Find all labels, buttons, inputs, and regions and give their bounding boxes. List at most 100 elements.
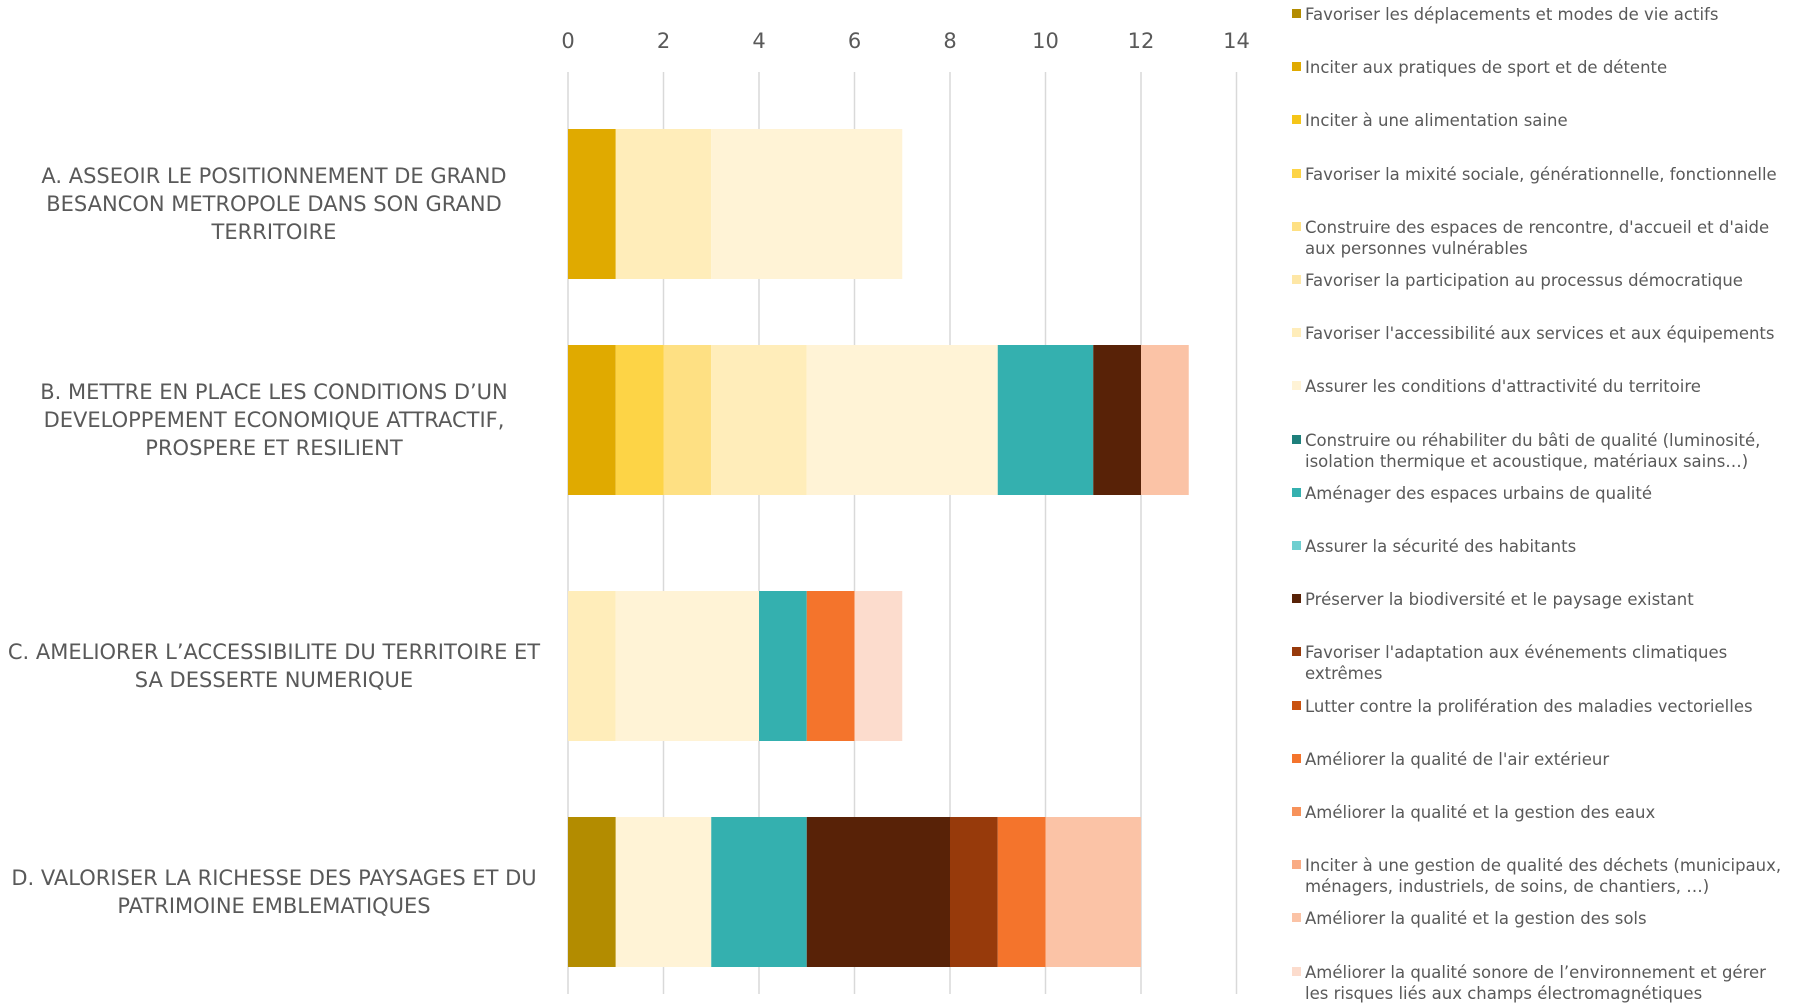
bar-segment (997, 345, 1094, 495)
legend-label-line: Construire ou réhabiliter du bâti de qua… (1305, 430, 1761, 450)
legend-label: Assurer les conditions d'attractivité du… (1292, 376, 1805, 397)
legend-swatch (1292, 541, 1301, 550)
legend-swatch (1292, 807, 1301, 816)
legend-swatch (1292, 9, 1301, 18)
bar-segment (1045, 817, 1141, 967)
legend-item: Améliorer la qualité et la gestion des e… (1292, 802, 1805, 823)
legend-swatch (1292, 434, 1301, 444)
legend-label-line: Améliorer la qualité sonore de l’environ… (1305, 962, 1766, 982)
legend-label-line: Construire des espaces de rencontre, d'a… (1305, 217, 1770, 237)
bar-segment (806, 817, 950, 967)
legend-label: Favoriser la mixité sociale, générationn… (1292, 164, 1805, 185)
legend-item: Inciter à une gestion de qualité des déc… (1292, 855, 1805, 897)
legend-label-line: Favoriser la mixité sociale, générationn… (1305, 164, 1777, 184)
legend-label: Améliorer la qualité et la gestion des e… (1292, 802, 1805, 823)
legend-label-line: Favoriser les déplacements et modes de v… (1305, 5, 1719, 24)
category-label-line: PATRIMOINE EMBLEMATIQUES (117, 894, 431, 918)
category-label-line: DEVELOPPEMENT ECONOMIQUE ATTRACTIF, (43, 408, 505, 432)
category-label: A. ASSEOIR LE POSITIONNEMENT DE GRAND BES… (0, 162, 548, 246)
legend-swatch (1292, 753, 1301, 763)
bar-segment (806, 591, 855, 741)
x-tick-label: 4 (752, 29, 765, 53)
legend-label: Inciter à une gestion de qualité des déc… (1292, 855, 1805, 897)
legend-item: Aménager des espaces urbains de qualité (1292, 483, 1805, 504)
bar-segment (615, 129, 712, 279)
legend-label-line: Améliorer la qualité et la gestion des e… (1305, 803, 1656, 822)
x-tick-label: 10 (1032, 29, 1059, 53)
legend-label: Lutter contre la prolifération des malad… (1292, 696, 1805, 717)
bar-segment (759, 591, 807, 741)
bar-segment (806, 345, 998, 495)
legend-label-line: Inciter aux pratiques de sport et de dét… (1305, 58, 1668, 78)
bar-segment (568, 129, 616, 279)
bar-segment (568, 345, 616, 495)
legend-item: Lutter contre la prolifération des malad… (1292, 696, 1805, 717)
legend-swatch (1292, 700, 1301, 710)
legend-item: Inciter aux pratiques de sport et de dét… (1292, 57, 1805, 78)
bar-segment (615, 345, 664, 495)
bar-segment (663, 345, 712, 495)
legend-label: Inciter aux pratiques de sport et de dét… (1292, 57, 1805, 78)
legend-item: Inciter à une alimentation saine (1292, 110, 1805, 131)
legend-label-line: Favoriser l'adaptation aux événements cl… (1305, 643, 1728, 663)
bar-segment (568, 591, 616, 741)
legend-item: Favoriser la participation au processus … (1292, 270, 1805, 291)
legend-label-line: Favoriser la participation au processus … (1305, 271, 1743, 290)
legend-item: Préserver la biodiversité et le paysage … (1292, 589, 1805, 610)
legend-label-line: Améliorer la qualité et la gestion des s… (1305, 909, 1647, 929)
legend-label: Améliorer la qualité et la gestion des s… (1292, 908, 1805, 929)
legend-label-line: Préserver la biodiversité et le paysage … (1305, 590, 1694, 610)
legend-item: Améliorer la qualité sonore de l’environ… (1292, 962, 1805, 1004)
bar-segment (711, 817, 807, 967)
category-label-line: PROSPERE ET RESILIENT (145, 436, 403, 460)
bar-segment (711, 129, 903, 279)
category-label: C. AMELIORER L’ACCESSIBILITE DU TERRITOI… (0, 638, 548, 694)
legend-label: Favoriser la participation au processus … (1292, 270, 1805, 291)
category-label: D. VALORISER LA RICHESSE DES PAYSAGES ET… (0, 864, 548, 920)
bar-segment (711, 345, 807, 495)
bar-segment (854, 591, 903, 741)
legend-swatch (1292, 487, 1301, 497)
bar-segment (1093, 345, 1141, 495)
legend-label: Aménager des espaces urbains de qualité (1292, 483, 1805, 504)
bar-segment (950, 817, 998, 967)
x-tick-label: 0 (561, 29, 574, 53)
legend-label-line: ménagers, industriels, de soins, de chan… (1305, 877, 1710, 897)
bar-segment (568, 817, 616, 967)
legend-swatch (1292, 168, 1301, 178)
legend-label-line: Favoriser l'accessibilité aux services e… (1305, 324, 1775, 344)
x-tick-label: 2 (657, 29, 670, 53)
bar-segment (615, 817, 712, 967)
x-tick-label: 14 (1223, 29, 1250, 53)
legend-label: Favoriser l'adaptation aux événements cl… (1292, 642, 1805, 684)
legend-label: Inciter à une alimentation saine (1292, 110, 1805, 131)
legend-item: Construire ou réhabiliter du bâti de qua… (1292, 430, 1805, 472)
category-label-line: A. ASSEOIR LE POSITIONNEMENT DE GRAND (41, 164, 507, 188)
legend-label-line: Assurer la sécurité des habitants (1305, 537, 1577, 556)
legend-label-line: aux personnes vulnérables (1305, 238, 1528, 258)
category-label-line: C. AMELIORER L’ACCESSIBILITE DU TERRITOI… (7, 640, 541, 664)
legend-label-line: les risques liés aux champs électromagné… (1305, 983, 1703, 1003)
legend-label: Assurer la sécurité des habitants (1292, 536, 1805, 557)
legend-swatch (1292, 647, 1301, 657)
legend-label: Construire des espaces de rencontre, d'a… (1292, 217, 1805, 259)
x-tick-label: 12 (1128, 29, 1155, 53)
legend-item: Améliorer la qualité et la gestion des s… (1292, 908, 1805, 929)
legend-swatch (1292, 275, 1301, 284)
legend-swatch (1292, 860, 1301, 870)
legend-item: Favoriser l'accessibilité aux services e… (1292, 323, 1805, 344)
legend-item: Construire des espaces de rencontre, d'a… (1292, 217, 1805, 259)
legend-label-line: isolation thermique et acoustique, matér… (1305, 451, 1749, 471)
legend-label: Favoriser les déplacements et modes de v… (1292, 4, 1805, 25)
category-label-line: B. METTRE EN PLACE LES CONDITIONS D’UN (40, 380, 508, 404)
legend-item: Améliorer la qualité de l'air extérieur (1292, 749, 1805, 770)
legend-swatch (1292, 115, 1301, 125)
legend-item: Favoriser la mixité sociale, générationn… (1292, 164, 1805, 185)
category-label-line: TERRITOIRE (211, 220, 337, 244)
legend-swatch (1292, 913, 1301, 923)
legend-label-line: Lutter contre la prolifération des malad… (1305, 696, 1753, 716)
bar-segment (1141, 345, 1189, 495)
legend-item: Favoriser l'adaptation aux événements cl… (1292, 642, 1805, 684)
legend-swatch (1292, 62, 1301, 72)
